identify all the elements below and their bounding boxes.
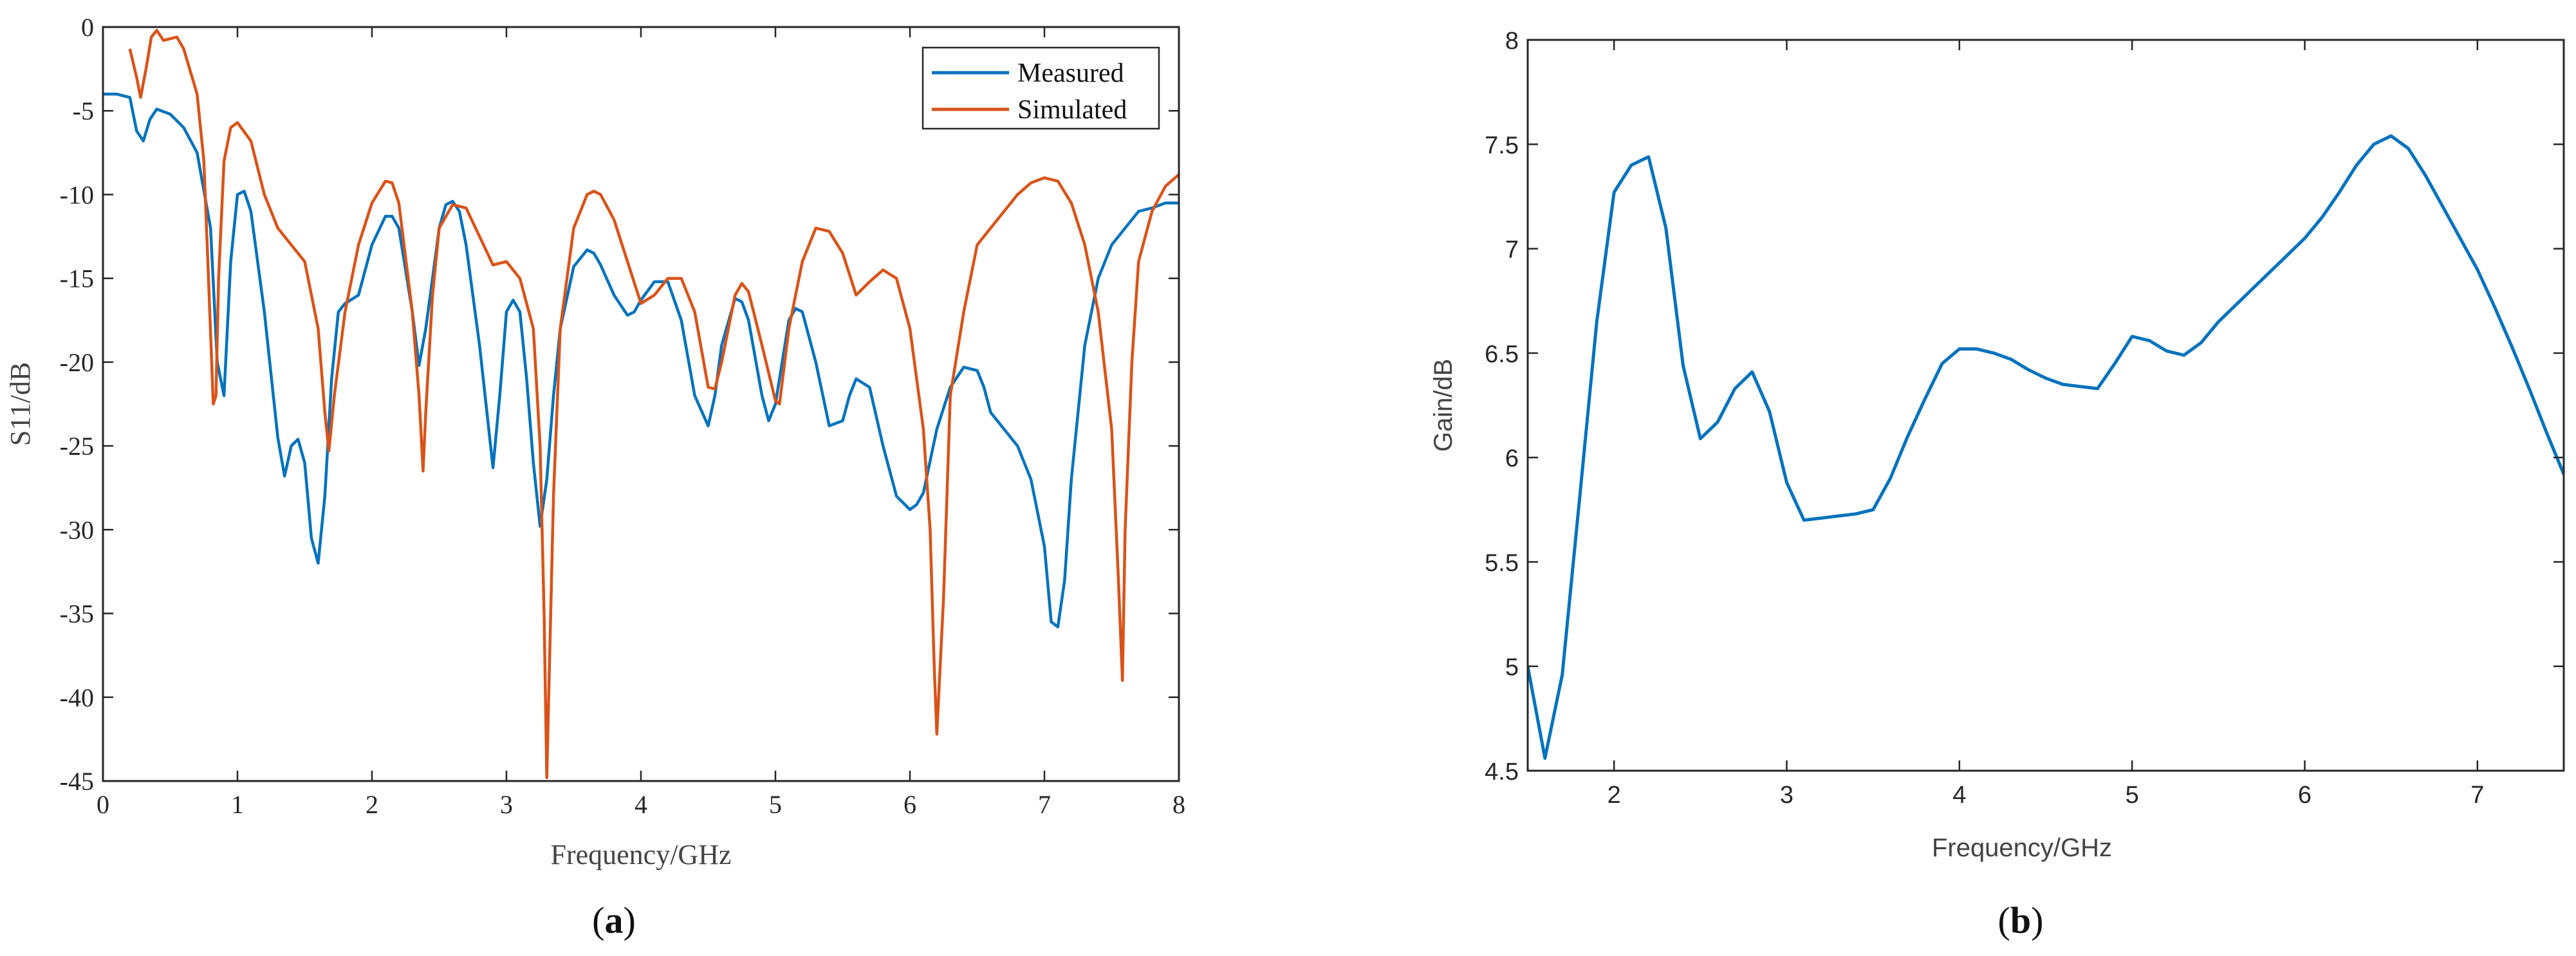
panel-a-y-tick-label: -40 — [60, 683, 94, 712]
panel-b-x-tick-label: 4 — [1952, 782, 1966, 809]
panel-a-y-tick-label: 0 — [81, 13, 94, 42]
panel-b-x-tick-label: 3 — [1780, 782, 1793, 809]
panel-a-y-tick-label: -10 — [60, 180, 94, 209]
panel-b-x-tick-label: 5 — [2126, 782, 2139, 809]
panel-b-y-tick-label: 7.5 — [1485, 132, 1519, 159]
panel-b-y-tick-label: 7 — [1505, 237, 1519, 264]
panel-a-x-tick-label: 1 — [231, 790, 244, 819]
legend-box — [922, 46, 1160, 130]
panel-a-curves — [103, 28, 1179, 780]
panel-b-y-tick-label: 8 — [1505, 28, 1519, 55]
panel-a-y-tick-label: -35 — [60, 600, 94, 629]
panel-b-gain-chart: 2 3 4 5 6 7 4.5 5 5.5 6 6.5 7 7.5 8 Frequency/GHz Ga… — [1429, 28, 2565, 941]
panel-a-x-tick-label: 0 — [97, 790, 109, 819]
panel-a-y-tick-label: -30 — [60, 515, 94, 544]
panel-b-curves — [1528, 134, 2564, 760]
panel-a-x-axis-label: Frequency/GHz — [550, 839, 731, 870]
panel-b-y-tick-label: 5 — [1505, 654, 1519, 681]
panel-a-y-tick-label: -5 — [73, 97, 94, 125]
panel-b-x-tick-label: 7 — [2470, 782, 2484, 809]
panel-a-x-tick-label: 5 — [769, 790, 782, 819]
panel-b-x-ticks: 2 3 4 5 6 7 — [1608, 40, 2484, 809]
panel-a-x-tick-label: 4 — [635, 790, 647, 819]
panel-b-y-tick-label: 4.5 — [1485, 758, 1519, 786]
panel-a-plot-frame — [102, 26, 1180, 782]
panel-a-legend: Measured Simulated — [922, 46, 1160, 130]
panel-a-y-tick-label: -45 — [60, 767, 94, 796]
panel-b-x-tick-label: 6 — [2298, 782, 2312, 809]
panel-a-series-measured-line — [103, 92, 1179, 629]
panel-a-series-simulated-line — [128, 28, 1179, 780]
panel-a-y-tick-label: -25 — [60, 432, 94, 461]
legend-label-simulated: Simulated — [1017, 95, 1127, 125]
panel-a-caption: (a) — [592, 899, 636, 941]
panel-b-y-axis-label: Gain/dB — [1429, 359, 1458, 452]
panel-b-x-tick-label: 2 — [1608, 782, 1621, 809]
panel-b-y-tick-label: 5.5 — [1485, 549, 1519, 576]
panel-a-y-ticks: 0 -5 -10 -15 -20 -25 -30 -35 -40 -45 — [60, 13, 1179, 796]
panel-a-x-tick-label: 8 — [1172, 790, 1185, 819]
panel-b-y-tick-label: 6.5 — [1485, 341, 1519, 368]
panel-a-x-ticks: 0 1 2 3 4 5 6 7 8 — [97, 27, 1185, 819]
legend-label-measured: Measured — [1017, 59, 1124, 88]
panel-a-x-tick-label: 7 — [1038, 790, 1051, 819]
panel-b-y-ticks: 4.5 5 5.5 6 6.5 7 7.5 8 — [1485, 28, 2564, 786]
panel-b-x-axis-label: Frequency/GHz — [1932, 834, 2112, 862]
panel-a-x-tick-label: 2 — [366, 790, 378, 819]
panel-b-plot-frame — [1526, 39, 2565, 772]
panel-a-s11-chart: 0 1 2 3 4 5 6 7 8 0 -5 -10 -15 -20 -25 -30 -35 -40 -45 Fr… — [5, 13, 1185, 941]
panel-a-y-tick-label: -15 — [60, 264, 94, 293]
panel-a-y-axis-label: S11/dB — [5, 362, 36, 446]
panel-a-x-tick-label: 6 — [903, 790, 916, 819]
panel-a-y-tick-label: -20 — [60, 348, 94, 377]
panel-b-y-tick-label: 6 — [1505, 445, 1519, 472]
panel-b-series-gain-line — [1528, 134, 2564, 760]
panel-a-x-tick-label: 3 — [500, 790, 513, 819]
panel-b-caption: (b) — [1998, 899, 2044, 941]
